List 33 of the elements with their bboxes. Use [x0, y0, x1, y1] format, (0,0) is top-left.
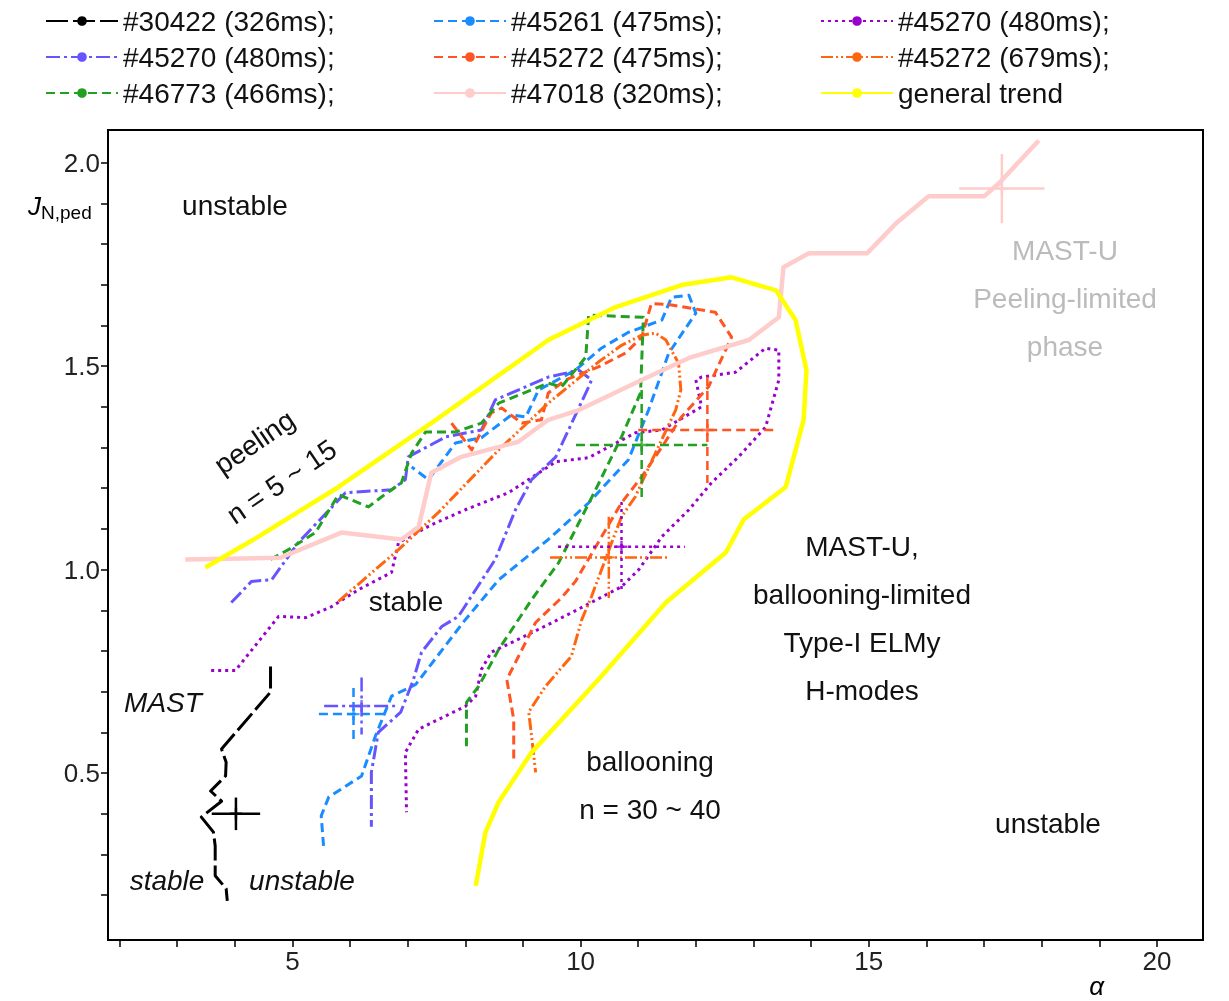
annotation: MAST-U Peeling-limited phase: [973, 234, 1157, 362]
legend-label: #45270 (480ms);: [123, 41, 335, 73]
point: [615, 540, 628, 553]
legend-label: #47018 (320ms);: [511, 77, 723, 109]
legend-label: #30422 (326ms);: [123, 5, 335, 37]
annotation: MAST: [124, 686, 204, 718]
point: [701, 423, 714, 436]
point: [635, 439, 648, 452]
annotation: MAST-U, ballooning-limited Type-I ELMy H-modes: [753, 530, 971, 706]
x-axis-title: α: [1089, 971, 1106, 1001]
x-tick-label: 5: [285, 946, 300, 976]
legend-label: #45272 (475ms);: [511, 41, 723, 73]
y-tick-label: 1.5: [63, 351, 100, 382]
legend-label: #45272 (679ms);: [898, 41, 1110, 73]
legend-label: general trend: [898, 77, 1064, 109]
point: [602, 551, 615, 564]
y-tick-label: 2.0: [63, 147, 100, 178]
legend-label: #46773 (466ms);: [123, 77, 335, 109]
y-tick-label: 1.0: [63, 554, 100, 585]
annotation: unstable: [249, 864, 355, 896]
x-tick-label: 15: [854, 946, 884, 976]
y-tick-label: 0.5: [63, 758, 100, 789]
x-tick-label: 20: [1142, 946, 1172, 976]
point: [347, 708, 360, 721]
point: [355, 699, 368, 712]
annotation: stable: [129, 864, 205, 896]
legend-label: #45270 (480ms);: [898, 5, 1110, 37]
annotation: stable: [368, 585, 444, 617]
annotation: unstable: [182, 189, 288, 221]
annotation: ballooning n = 30 ~ 40: [579, 745, 721, 825]
annotation: unstable: [995, 807, 1101, 839]
legend-label: #45261 (475ms);: [511, 5, 723, 37]
x-tick-label: 10: [566, 946, 596, 976]
